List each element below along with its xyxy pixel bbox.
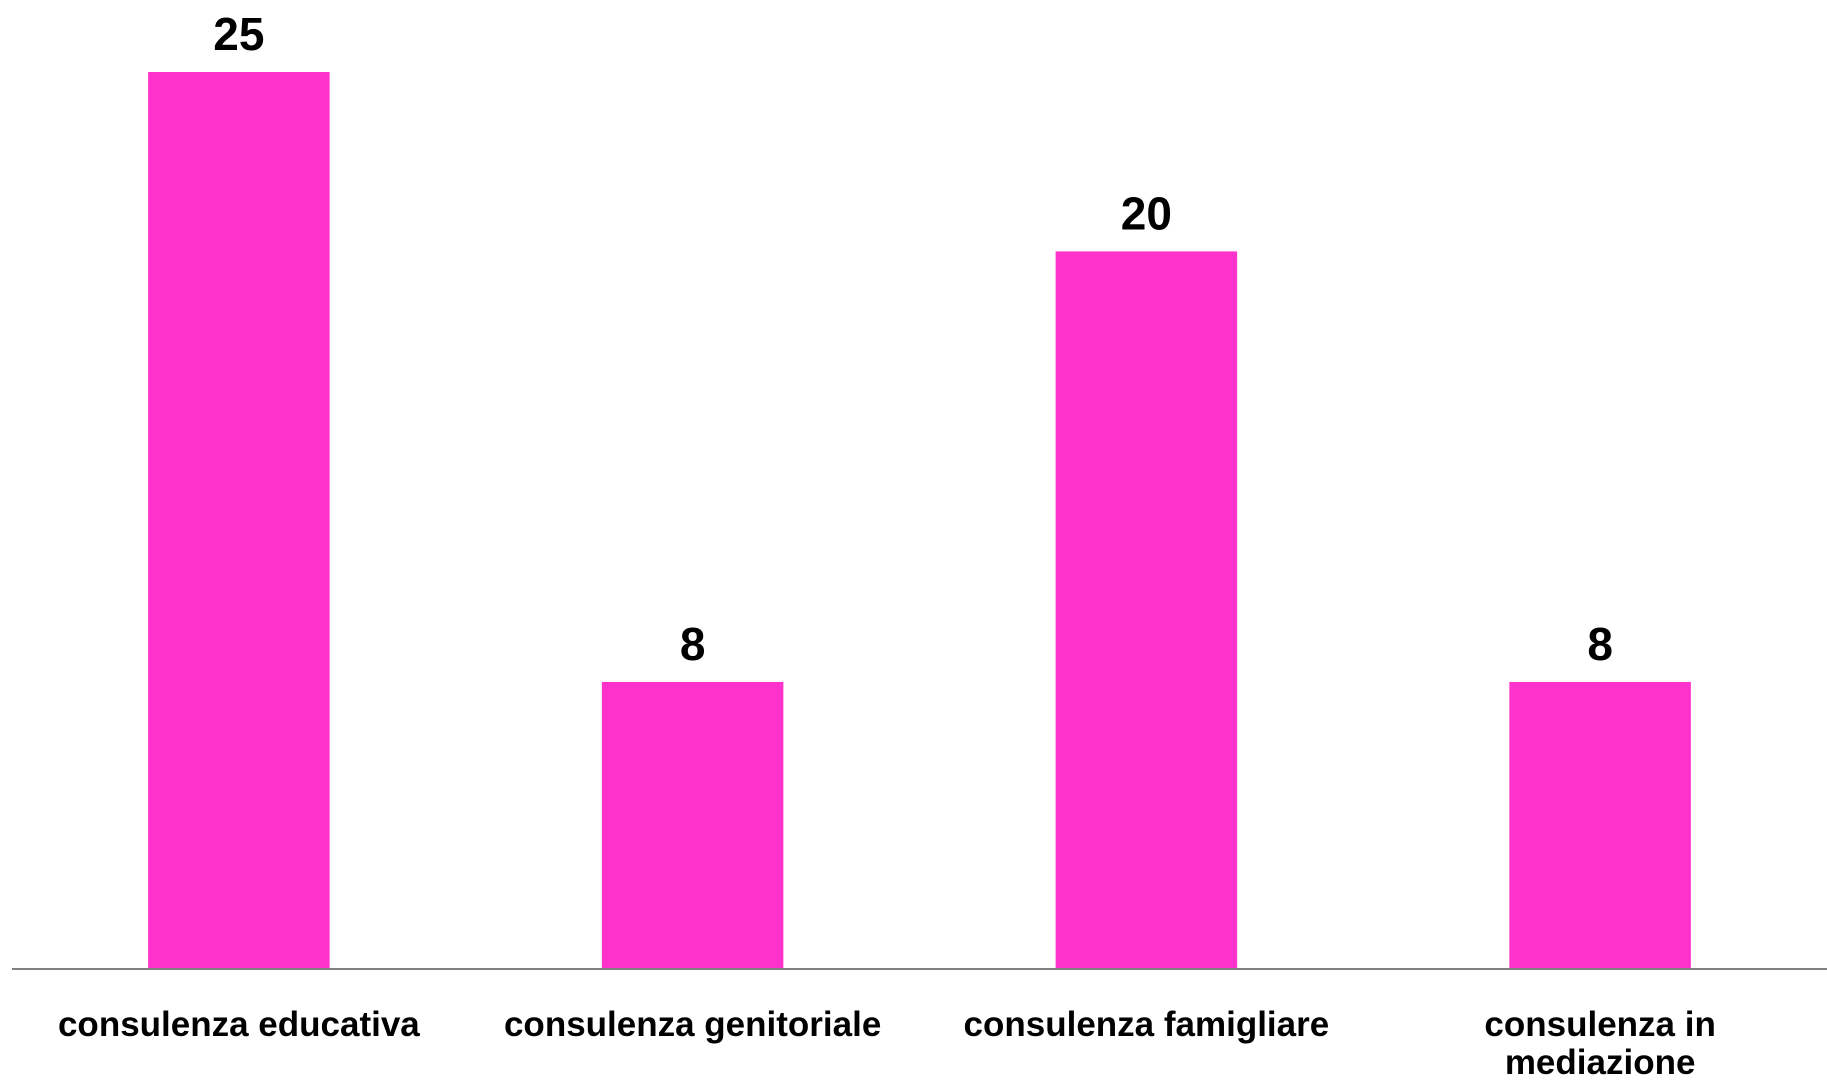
bar bbox=[148, 72, 330, 969]
x-tick-label: consulenza in mediazione bbox=[1484, 1005, 1716, 1082]
value-label: 20 bbox=[1121, 187, 1172, 239]
x-tick-label: consulenza genitoriale bbox=[503, 1005, 882, 1044]
value-label: 8 bbox=[1587, 618, 1613, 670]
x-tick-label: consulenza educativa bbox=[57, 1005, 420, 1044]
value-label: 25 bbox=[213, 8, 264, 60]
bar bbox=[1509, 681, 1691, 969]
bar bbox=[1055, 251, 1238, 969]
x-tick-label: consulenza famigliare bbox=[963, 1005, 1330, 1044]
bar bbox=[601, 681, 784, 969]
value-label: 8 bbox=[680, 618, 706, 670]
